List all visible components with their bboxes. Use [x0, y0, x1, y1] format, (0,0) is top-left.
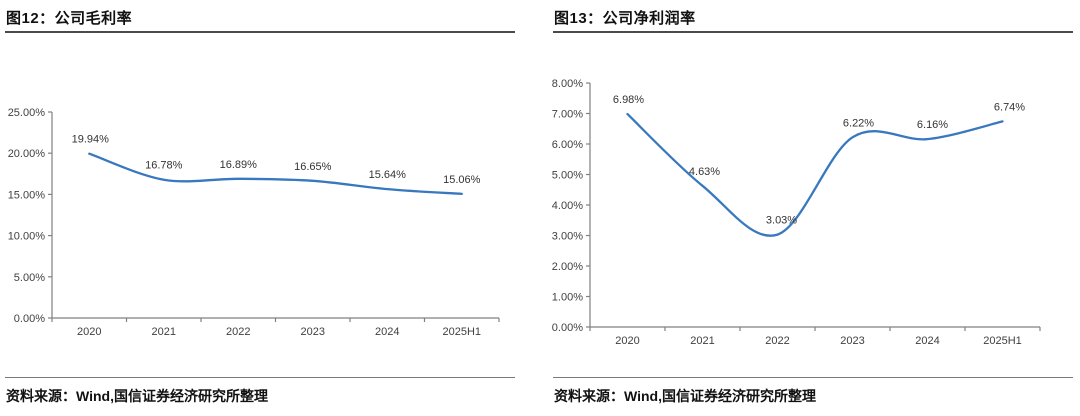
x-axis-label: 2023: [301, 326, 325, 338]
x-axis-label: 2022: [765, 335, 789, 347]
axis-lines: [589, 83, 1040, 328]
x-axis-label: 2023: [840, 335, 864, 347]
y-axis-label: 5.00%: [552, 170, 583, 182]
data-label: 16.78%: [145, 160, 183, 172]
x-axis-label: 2024: [375, 326, 399, 338]
x-axis-label: 2022: [226, 326, 250, 338]
y-axis-label: 6.00%: [552, 139, 583, 151]
y-axis-label: 2.00%: [552, 261, 583, 273]
series-line: [88, 152, 463, 196]
x-axis-label: 2020: [615, 335, 639, 347]
data-label: 6.74%: [994, 101, 1025, 113]
data-label: 16.89%: [220, 159, 258, 171]
data-label: 15.64%: [369, 169, 407, 181]
net-margin-line-chart: 0.00% 1.00% 2.00% 3.00% 4.00% 5.00% 6.00% 7.00%…: [552, 78, 1041, 347]
y-axis-label: 10.00%: [8, 231, 46, 243]
figure-source-net-margin: 资料来源：Wind,国信证券经济研究所整理: [554, 388, 816, 404]
data-label: 15.06%: [443, 174, 481, 186]
source-divider: [553, 377, 1073, 378]
figure-net-margin: 图13：公司净利润率 0.00% 1.00% 2.00% 3.00% 4.00% 5.00…: [552, 0, 1073, 416]
y-axis-label: 20.00%: [8, 148, 46, 160]
figure-gross-margin: 图12：公司毛利率 0.00% 5.00% 10.00% 15.00% 20.00% 25…: [5, 0, 515, 416]
y-axis-label: 1.00%: [552, 292, 583, 304]
figure-title-net-margin: 图13：公司净利润率: [554, 10, 696, 27]
y-axis-label: 25.00%: [8, 107, 46, 119]
figure-source-gross-margin: 资料来源：Wind,国信证券经济研究所整理: [6, 388, 268, 404]
axis-lines: [51, 112, 499, 319]
title-underline: [553, 31, 1073, 33]
series-line: [626, 112, 1004, 237]
data-label: 16.65%: [294, 161, 332, 173]
figure-title-gross-margin: 图12：公司毛利率: [6, 10, 133, 27]
y-axis-label: 0.00%: [14, 313, 45, 325]
data-label: 4.63%: [689, 166, 720, 178]
x-axis-label: 2020: [77, 326, 101, 338]
x-axis-label: 2021: [152, 326, 176, 338]
source-divider: [5, 377, 515, 378]
data-label: 6.98%: [613, 94, 644, 106]
data-label: 19.94%: [72, 134, 110, 146]
y-axis-label: 15.00%: [8, 189, 46, 201]
x-axis-label: 2025H1: [442, 326, 481, 338]
y-axis-label: 4.00%: [552, 200, 583, 212]
gross-margin-line-chart: 0.00% 5.00% 10.00% 15.00% 20.00% 25.00% 2020 20…: [8, 107, 500, 338]
y-axis-label: 3.00%: [552, 231, 583, 243]
x-axis-label: 2025H1: [983, 335, 1022, 347]
x-axis-label: 2021: [690, 335, 714, 347]
y-axis-label: 7.00%: [552, 109, 583, 121]
data-label: 3.03%: [766, 215, 797, 227]
title-underline: [5, 31, 515, 33]
y-axis-label: 8.00%: [552, 78, 583, 90]
data-label: 6.22%: [843, 117, 874, 129]
y-axis-label: 0.00%: [552, 322, 583, 334]
data-label: 6.16%: [917, 119, 948, 131]
x-axis-label: 2024: [915, 335, 939, 347]
y-axis-label: 5.00%: [14, 272, 45, 284]
